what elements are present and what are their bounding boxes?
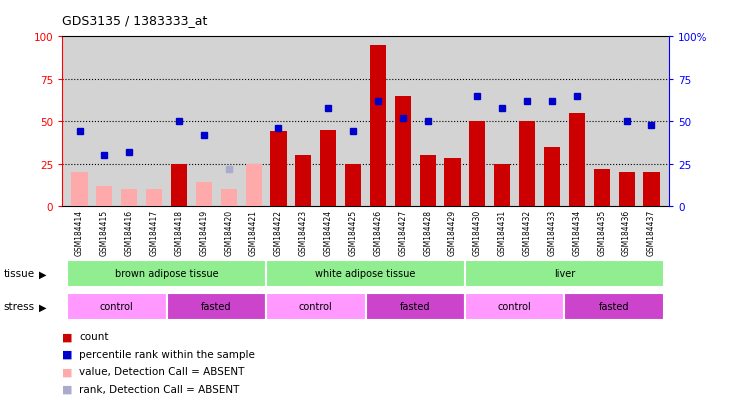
Text: ▶: ▶ [39,301,46,312]
Bar [569,113,585,206]
Text: control: control [498,301,531,312]
Text: tissue: tissue [4,268,35,279]
Bar [221,190,237,206]
Text: control: control [100,301,134,312]
Text: stress: stress [4,301,35,312]
Bar [72,173,88,206]
Bar [465,260,664,287]
Text: ▶: ▶ [39,268,46,279]
Text: percentile rank within the sample: percentile rank within the sample [79,349,255,359]
Bar [469,122,485,206]
Text: rank, Detection Call = ABSENT: rank, Detection Call = ABSENT [79,384,239,394]
Text: ■: ■ [62,366,72,376]
Bar [246,164,262,206]
Bar [544,147,560,206]
Text: white adipose tissue: white adipose tissue [315,268,416,279]
Bar [564,293,664,320]
Bar [320,131,336,206]
Bar [519,122,535,206]
Bar [266,293,366,320]
Bar [121,190,137,206]
Text: ■: ■ [62,349,72,359]
Bar [266,260,465,287]
Bar [171,164,187,206]
Text: fasted: fasted [599,301,629,312]
Bar [420,156,436,206]
Bar [196,183,212,206]
Text: ■: ■ [62,332,72,342]
Bar [643,173,659,206]
Bar [465,293,564,320]
Bar [146,190,162,206]
Bar [67,260,266,287]
Bar [395,97,411,206]
Bar [67,293,167,320]
Text: count: count [79,332,108,342]
Text: value, Detection Call = ABSENT: value, Detection Call = ABSENT [79,366,244,376]
Text: GDS3135 / 1383333_at: GDS3135 / 1383333_at [62,14,208,27]
Bar [594,169,610,206]
Text: fasted: fasted [201,301,232,312]
Text: control: control [299,301,333,312]
Bar [618,173,635,206]
Bar [370,46,386,206]
Bar [167,293,266,320]
Bar [96,186,113,206]
Bar [345,164,361,206]
Text: liver: liver [554,268,575,279]
Text: fasted: fasted [400,301,431,312]
Bar [295,156,311,206]
Bar [366,293,465,320]
Bar [270,132,287,206]
Bar [444,159,461,206]
Text: ■: ■ [62,384,72,394]
Bar [494,164,510,206]
Text: brown adipose tissue: brown adipose tissue [115,268,219,279]
